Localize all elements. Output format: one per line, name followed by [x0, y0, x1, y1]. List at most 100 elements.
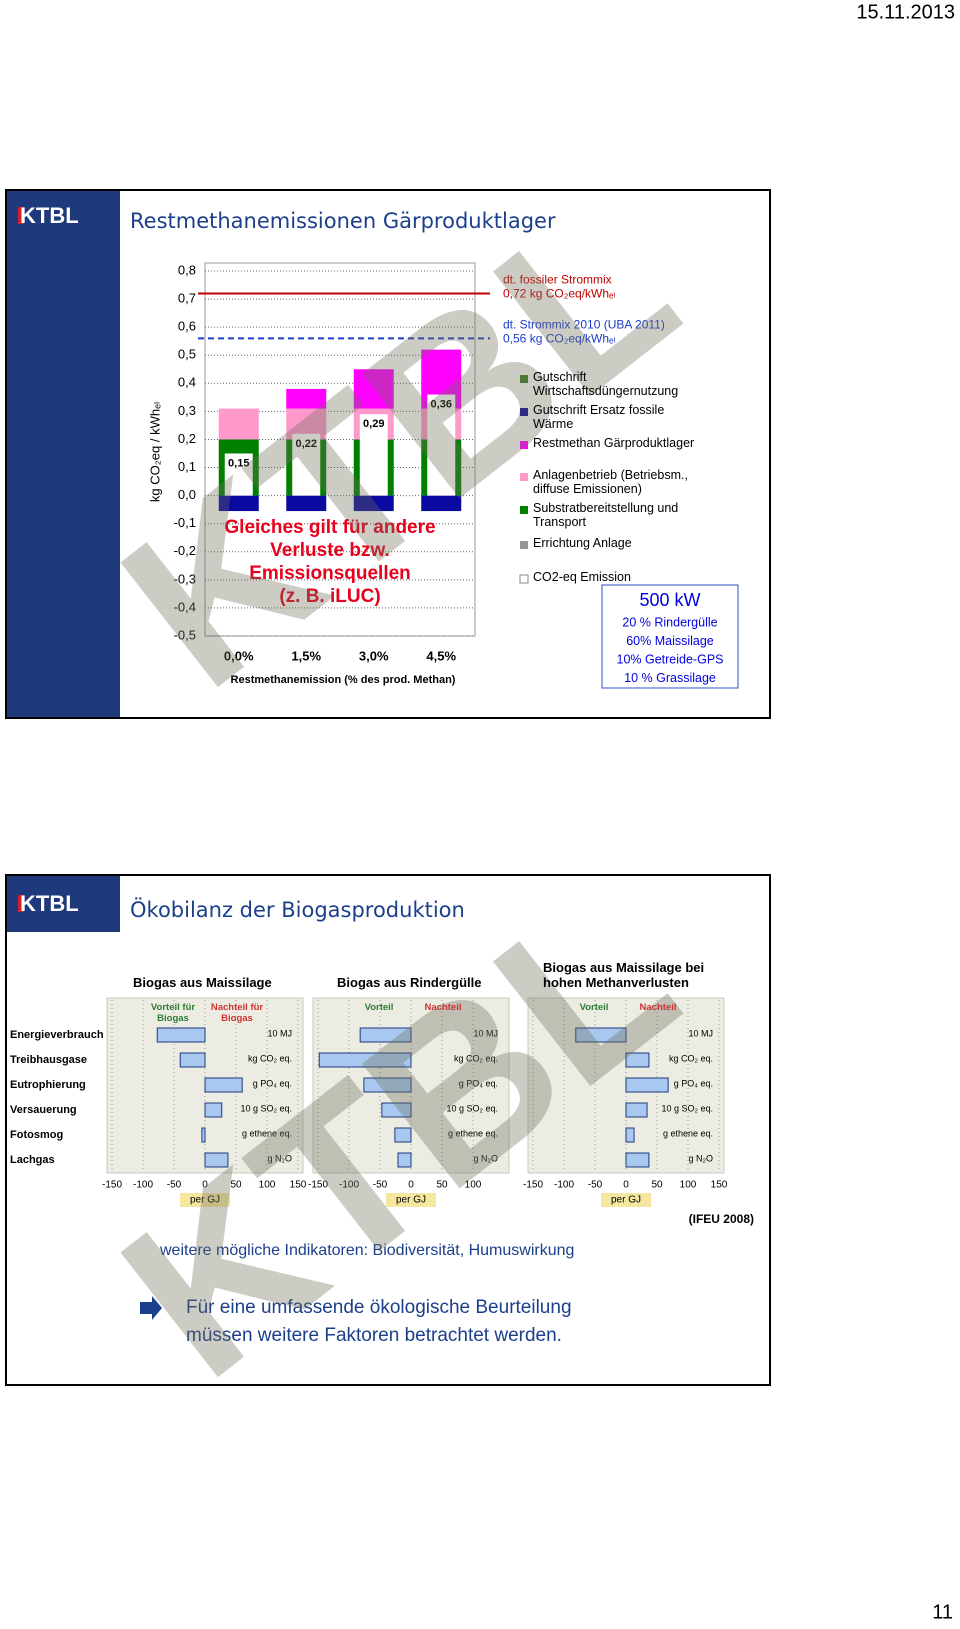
- bar: [363, 1077, 412, 1093]
- reference-label: 0,72 kg CO₂eq/kWhₑₗ: [503, 287, 616, 301]
- net-bar: [359, 414, 388, 496]
- y-tick-label: 0,6: [178, 319, 196, 334]
- x-tick-label: -150: [102, 1180, 122, 1191]
- row-label: Eutrophierung: [10, 1079, 86, 1091]
- legend-swatch: [519, 574, 529, 584]
- unit-label: g N₂O: [268, 1153, 293, 1163]
- unit-label: 10 g SO₂ eq.: [240, 1103, 292, 1113]
- panel-title: Biogas aus Rindergülle: [337, 975, 482, 991]
- bar: [204, 1077, 243, 1093]
- y-tick-label: 0,1: [178, 459, 196, 474]
- unit-label: 10 MJ: [473, 1028, 498, 1038]
- source: (IFEU 2008): [689, 1212, 754, 1226]
- logo: KTBL: [20, 891, 79, 916]
- legend-label: Substratbereitstellung und Transport: [533, 501, 679, 530]
- x-tick-label: 1,5%: [291, 648, 321, 663]
- legend-label: Anlagenbetrieb (Betriebsm., diffuse Emis…: [533, 468, 688, 497]
- unit-label: g ethene eq.: [663, 1128, 713, 1138]
- x-axis-label: per GJ: [190, 1195, 220, 1206]
- y-tick-label: -0,4: [174, 599, 196, 614]
- bar: [204, 1152, 229, 1168]
- unit-label: 10 g SO₂ eq.: [446, 1103, 498, 1113]
- legend-swatch: [520, 441, 528, 449]
- legend-swatch: [520, 541, 528, 549]
- x-tick-label: 150: [290, 1180, 307, 1191]
- x-tick-label: -100: [133, 1180, 153, 1191]
- bar: [625, 1077, 669, 1093]
- y-tick-label: 0,2: [178, 431, 196, 446]
- unit-label: g PO₄ eq.: [459, 1078, 498, 1088]
- x-axis-label: Restmethanemission (% des prod. Methan): [231, 674, 456, 686]
- bar: [575, 1027, 627, 1043]
- x-axis-label: per GJ: [396, 1195, 426, 1206]
- x-tick-label: 150: [711, 1180, 728, 1191]
- unit-label: g ethene eq.: [448, 1128, 498, 1138]
- net-bar: [224, 453, 253, 496]
- unit-label: g N₂O: [689, 1153, 714, 1163]
- x-tick-label: -100: [339, 1180, 359, 1191]
- x-tick-label: -50: [167, 1180, 182, 1191]
- bar-segment: [286, 495, 327, 512]
- arrow-icon: [140, 1296, 162, 1320]
- bar-segment: [421, 495, 462, 512]
- y-tick-label: -0,3: [174, 571, 196, 586]
- unit-label: g N₂O: [474, 1153, 499, 1163]
- date: 15.11.2013: [856, 1, 955, 23]
- bar: [394, 1127, 412, 1143]
- x-tick-label: 0: [202, 1180, 208, 1191]
- unit-label: kg CO₂ eq.: [454, 1053, 498, 1063]
- slide-logo-block: [7, 876, 120, 932]
- legend-swatch: [520, 375, 528, 383]
- y-tick-label: 0,8: [178, 262, 196, 277]
- bar-segment: [218, 495, 259, 512]
- slide-title: Restmethanemissionen Gärproduktlager: [130, 209, 556, 233]
- conclusion-line: Für eine umfassende ökologische Beurteil…: [186, 1297, 572, 1318]
- disadvantage-label: Nachteil: [639, 1002, 677, 1013]
- value-label: 0,22: [296, 438, 317, 450]
- x-tick-label: 3,0%: [359, 648, 389, 663]
- logo: KTBL: [20, 203, 79, 228]
- reference-label: 0,56 kg CO₂eq/kWhₑₗ: [503, 332, 616, 346]
- bar: [625, 1052, 650, 1068]
- advantage-label: Vorteil: [579, 1002, 609, 1013]
- x-tick-label: 0,0%: [224, 648, 254, 663]
- slide-title: Ökobilanz der Biogasproduktion: [130, 897, 465, 922]
- note: weitere mögliche Indikatoren: Biodiversi…: [159, 1242, 574, 1259]
- legend-swatch: [520, 408, 528, 416]
- x-label-box: [180, 1193, 230, 1207]
- annotation: (z. B. iLUC): [279, 586, 380, 607]
- bar: [318, 1052, 412, 1068]
- x-tick-label: -150: [308, 1180, 328, 1191]
- y-tick-label: 0,7: [178, 291, 196, 306]
- panel-title: Biogas aus Maissilage bei hohen Methanve…: [543, 960, 705, 991]
- row-label: Energieverbrauch: [10, 1029, 104, 1041]
- annotation: Verluste bzw.: [270, 540, 390, 561]
- row-label: Versauerung: [10, 1104, 77, 1116]
- value-label: 0,15: [228, 457, 249, 469]
- info-line: 20 % Rindergülle: [622, 615, 717, 629]
- row-label: Fotosmog: [10, 1129, 63, 1141]
- unit-label: kg CO₂ eq.: [248, 1053, 292, 1063]
- bar: [179, 1052, 206, 1068]
- logo-accent: [18, 207, 24, 224]
- annotation: Gleiches gilt für andere: [224, 517, 435, 538]
- bar-segment: [353, 369, 394, 409]
- legend-label: Gutschrift Wirtschaftsdüngernutzung: [533, 370, 679, 399]
- disadvantage-label: Nachteil: [424, 1002, 462, 1013]
- net-bar: [427, 394, 456, 496]
- legend-swatch: [520, 506, 528, 514]
- x-tick-label: 100: [465, 1180, 482, 1191]
- info-line: 10% Getreide-GPS: [617, 652, 724, 666]
- x-tick-label: -150: [523, 1180, 543, 1191]
- bar: [204, 1102, 223, 1118]
- unit-label: kg CO₂ eq.: [669, 1053, 713, 1063]
- bar: [156, 1027, 206, 1043]
- y-tick-label: 0,4: [178, 375, 196, 390]
- conclusion-line: müssen weitere Faktoren betrachtet werde…: [186, 1325, 562, 1346]
- bar-segment: [353, 495, 394, 512]
- y-tick-label: 0,0: [178, 487, 196, 502]
- slide-sidebar: [7, 191, 120, 717]
- net-bar: [292, 433, 321, 496]
- unit-label: g ethene eq.: [242, 1128, 292, 1138]
